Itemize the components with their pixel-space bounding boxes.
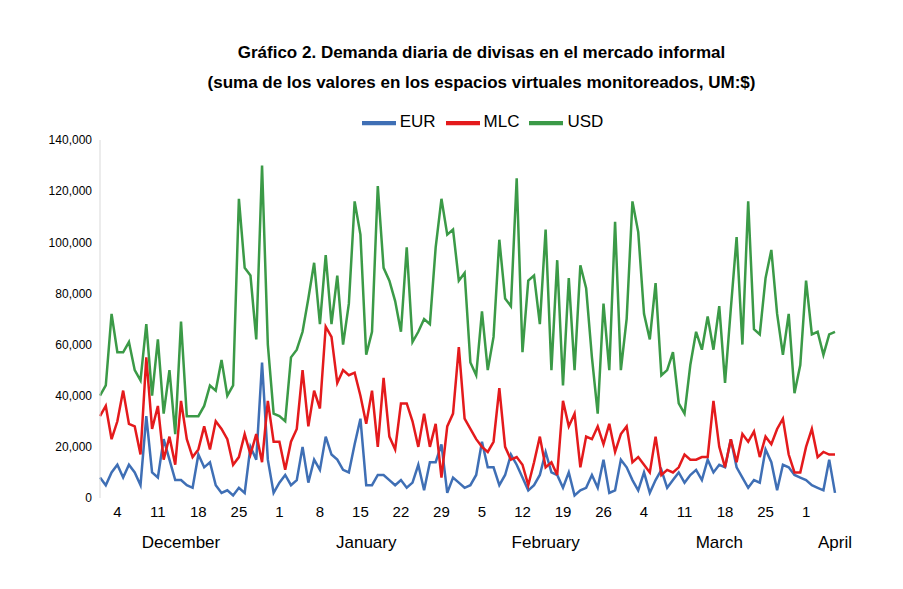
svg-text:25: 25 [757,503,774,520]
svg-text:8: 8 [316,503,324,520]
svg-text:12: 12 [514,503,531,520]
svg-text:18: 18 [717,503,734,520]
svg-text:January: January [336,533,397,552]
svg-text:29: 29 [433,503,450,520]
svg-text:40,000: 40,000 [55,389,92,403]
svg-text:15: 15 [352,503,369,520]
svg-text:100,000: 100,000 [49,236,93,250]
svg-text:120,000: 120,000 [49,184,93,198]
svg-text:20,000: 20,000 [55,440,92,454]
svg-text:80,000: 80,000 [55,287,92,301]
svg-text:11: 11 [677,503,693,520]
html-text:EUR: EUR [399,112,436,132]
svg-text:26: 26 [595,503,612,520]
svg-text:60,000: 60,000 [55,338,92,352]
svg-text:25: 25 [231,503,248,520]
svg-text:11: 11 [150,503,166,520]
svg-text:22: 22 [393,503,410,520]
svg-text:19: 19 [555,503,572,520]
svg-text:5: 5 [478,503,486,520]
html-text:(suma de los valores en los es: (suma de los valores en los espacios vir… [207,73,756,92]
svg-text:April: April [818,533,852,552]
html-text:Gráfico 2. Demanda diaria de d: Gráfico 2. Demanda diaria de divisas en … [237,43,726,62]
html-text:MLC: MLC [483,112,520,132]
svg-text:1: 1 [802,503,810,520]
svg-text:February: February [512,533,581,552]
html-text:USD: USD [567,112,604,132]
svg-text:4: 4 [640,503,648,520]
svg-text:1: 1 [275,503,283,520]
svg-text:December: December [142,533,221,552]
svg-text:4: 4 [113,503,121,520]
svg-text:March: March [696,533,743,552]
svg-text:140,000: 140,000 [49,133,93,147]
svg-text:0: 0 [85,491,92,505]
svg-text:18: 18 [190,503,207,520]
